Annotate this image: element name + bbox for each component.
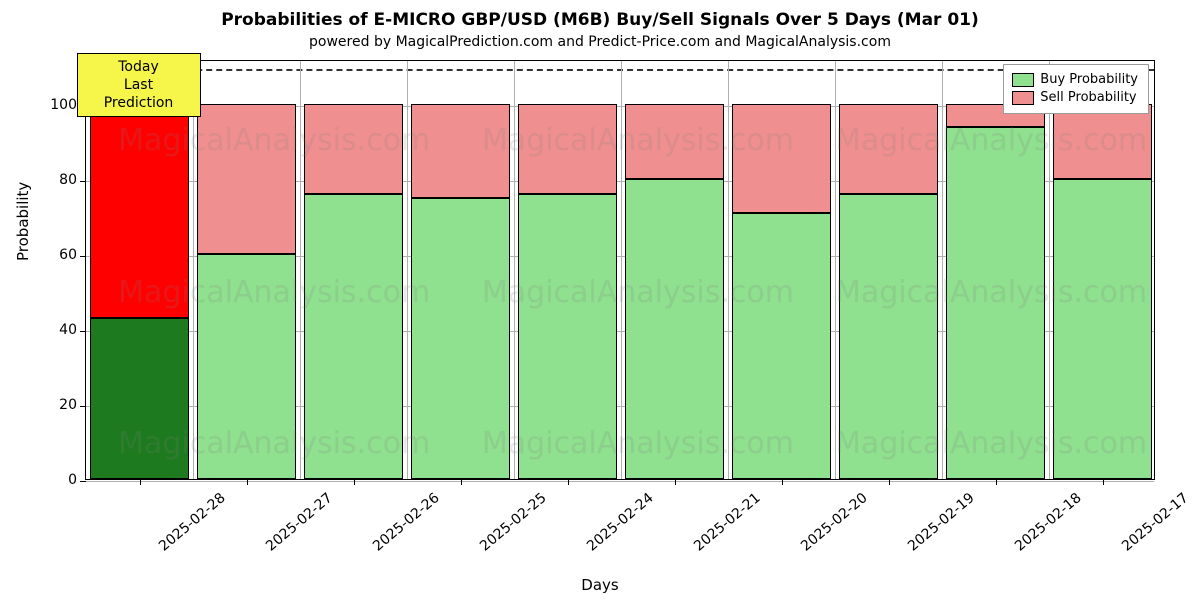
bar-buy: [839, 194, 937, 479]
callout-line-1: Today: [88, 58, 190, 76]
bar-group: [946, 61, 1044, 479]
bar-buy: [518, 194, 616, 479]
bar-buy: [197, 254, 295, 479]
legend-label: Sell Probability: [1040, 89, 1136, 107]
x-tick-label: 2025-02-28: [156, 490, 229, 555]
y-tick-label: 40: [37, 322, 77, 338]
bar-sell: [732, 104, 830, 213]
chart-title: Probabilities of E-MICRO GBP/USD (M6B) B…: [0, 10, 1200, 30]
bar-buy: [732, 213, 830, 479]
bar-buy: [1053, 179, 1151, 479]
legend-swatch: [1012, 91, 1034, 105]
bar-group: [839, 61, 937, 479]
legend: Buy ProbabilitySell Probability: [1003, 64, 1149, 114]
x-tick-mark: [140, 479, 141, 485]
x-tick-mark: [354, 479, 355, 485]
y-tick-label: 20: [37, 397, 77, 413]
bar-group: [625, 61, 723, 479]
bar-buy: [411, 198, 509, 479]
plot-area: MagicalAnalysis.comMagicalAnalysis.comMa…: [85, 60, 1155, 480]
x-tick-mark: [889, 479, 890, 485]
y-tick-label: 80: [37, 172, 77, 188]
bar-sell: [411, 104, 509, 198]
x-tick-label: 2025-02-18: [1012, 490, 1085, 555]
bar-sell: [304, 104, 402, 194]
bar-sell: [625, 104, 723, 179]
x-tick-mark: [675, 479, 676, 485]
x-tick-label: 2025-02-21: [691, 490, 764, 555]
bar-group: [197, 61, 295, 479]
bar-buy: [90, 318, 188, 479]
legend-row: Sell Probability: [1012, 89, 1138, 107]
legend-label: Buy Probability: [1040, 71, 1138, 89]
chart-subtitle: powered by MagicalPrediction.com and Pre…: [0, 34, 1200, 50]
legend-row: Buy Probability: [1012, 71, 1138, 89]
bar-group: [90, 61, 188, 479]
bar-sell: [1053, 104, 1151, 179]
bars-layer: [86, 61, 1154, 479]
titles-block: Probabilities of E-MICRO GBP/USD (M6B) B…: [0, 0, 1200, 50]
bar-sell: [518, 104, 616, 194]
x-tick-mark: [996, 479, 997, 485]
x-tick-mark: [247, 479, 248, 485]
y-tick-label: 100: [37, 97, 77, 113]
bar-buy: [304, 194, 402, 479]
x-tick-label: 2025-02-27: [263, 490, 336, 555]
bar-group: [518, 61, 616, 479]
x-tick-mark: [568, 479, 569, 485]
x-axis-label: Days: [0, 576, 1200, 594]
bar-group: [1053, 61, 1151, 479]
bar-sell: [197, 104, 295, 254]
y-axis-label: Probability: [14, 182, 32, 261]
x-tick-label: 2025-02-24: [584, 490, 657, 555]
bar-group: [732, 61, 830, 479]
x-tick-mark: [1103, 479, 1104, 485]
callout-line-2: Last Prediction: [88, 76, 190, 112]
x-tick-label: 2025-02-26: [370, 490, 443, 555]
bar-buy: [946, 127, 1044, 480]
bar-group: [411, 61, 509, 479]
legend-swatch: [1012, 73, 1034, 87]
x-tick-mark: [461, 479, 462, 485]
chart-container: Probabilities of E-MICRO GBP/USD (M6B) B…: [0, 0, 1200, 600]
y-tick-label: 0: [37, 472, 77, 488]
today-callout: TodayLast Prediction: [77, 53, 201, 117]
y-tick-label: 60: [37, 247, 77, 263]
bar-sell: [90, 104, 188, 318]
bar-group: [304, 61, 402, 479]
x-tick-mark: [782, 479, 783, 485]
x-tick-label: 2025-02-25: [477, 490, 550, 555]
y-tick-mark: [80, 481, 86, 482]
bar-buy: [625, 179, 723, 479]
bar-sell: [839, 104, 937, 194]
x-tick-label: 2025-02-19: [905, 490, 978, 555]
x-tick-label: 2025-02-17: [1119, 490, 1192, 555]
x-tick-label: 2025-02-20: [798, 490, 871, 555]
